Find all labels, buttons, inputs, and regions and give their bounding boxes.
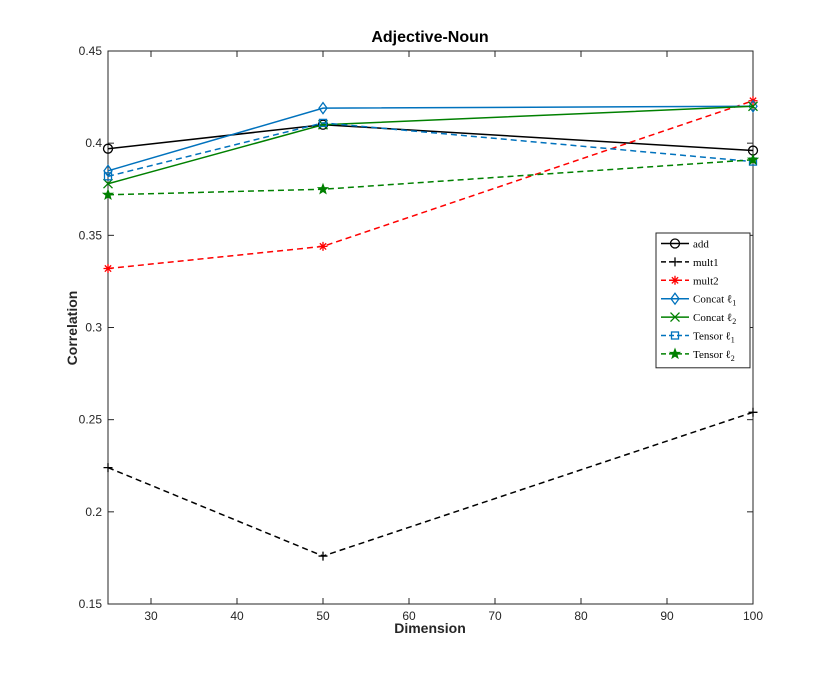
plot-area — [107, 50, 754, 605]
data-point — [670, 292, 680, 306]
data-point — [318, 241, 328, 251]
data-point — [748, 407, 758, 417]
legend-label: mult1 — [693, 257, 719, 269]
x-axis-label: Dimension — [394, 620, 466, 636]
legend-label: mult2 — [693, 275, 719, 287]
data-point — [103, 172, 113, 181]
legend-label: Concat ℓ2 — [693, 312, 736, 326]
axis-ticks: 30 40 50 60 70 80 90 100 0.15 0.2 0.25 0.3 0.35 0.4 0.… — [79, 44, 764, 623]
data-point — [103, 264, 113, 274]
x-tick-label: 80 — [574, 609, 588, 623]
data-point — [670, 312, 680, 323]
y-tick-label: 0.4 — [85, 136, 102, 150]
data-point — [668, 347, 682, 360]
y-axis-label: Correlation — [64, 291, 80, 366]
x-tick-label: 100 — [743, 609, 763, 623]
legend-label: Tensor ℓ2 — [693, 349, 735, 363]
series-mult1 — [103, 407, 758, 561]
chart-title: Adjective-Noun — [371, 29, 488, 46]
y-tick-label: 0.45 — [79, 44, 103, 58]
legend-label: add — [693, 239, 709, 251]
data-point — [670, 331, 680, 340]
data-point — [101, 188, 115, 200]
series-layer — [101, 96, 760, 561]
x-tick-label: 70 — [488, 609, 502, 623]
series-tensor-2 — [101, 153, 760, 200]
legend-label: Tensor ℓ1 — [693, 331, 735, 345]
legend: add mult1 mult2 Concat ℓ1 Concat ℓ2 Tensor ℓ1… — [655, 232, 751, 369]
data-point — [670, 275, 680, 285]
series-line — [107, 100, 754, 270]
x-tick-label: 30 — [144, 609, 158, 623]
data-point — [103, 178, 113, 189]
data-point — [748, 101, 758, 112]
x-tick-label: 90 — [660, 609, 674, 623]
y-tick-label: 0.2 — [85, 505, 102, 519]
x-tick-label: 60 — [402, 609, 416, 623]
legend-label: Concat ℓ1 — [693, 294, 736, 308]
x-tick-label: 40 — [230, 609, 244, 623]
y-tick-label: 0.15 — [79, 597, 103, 611]
data-point — [669, 238, 681, 249]
data-point — [318, 551, 328, 561]
data-point — [746, 153, 760, 165]
data-point — [318, 118, 328, 128]
series-line — [107, 122, 754, 178]
y-tick-label: 0.3 — [85, 321, 102, 335]
series-line — [107, 105, 754, 172]
y-tick-label: 0.25 — [79, 413, 103, 427]
data-point — [103, 463, 113, 473]
data-point — [316, 182, 330, 195]
data-point — [102, 143, 114, 154]
data-point — [670, 257, 680, 267]
y-tick-label: 0.35 — [79, 228, 103, 242]
x-tick-label: 50 — [316, 609, 330, 623]
data-point — [318, 101, 328, 115]
